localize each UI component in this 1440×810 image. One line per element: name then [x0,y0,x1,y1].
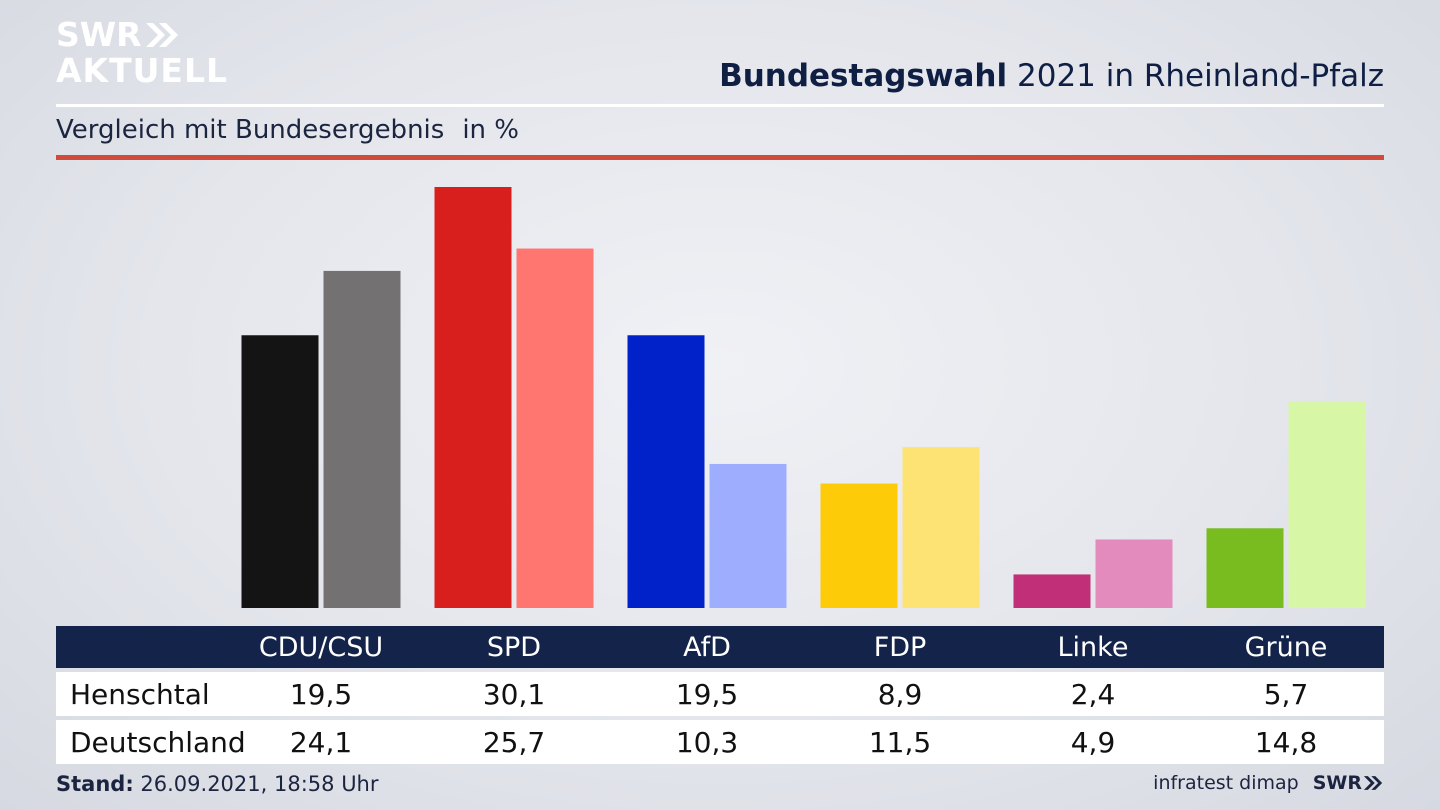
logo-aktuell-text: AKTUELL [56,51,229,90]
bar-fdp-deutschland [902,447,980,608]
source-credit: infratest dimap SWR [1153,772,1384,794]
swr-footer-logo: SWR [1313,772,1384,794]
double-chevron-icon [1363,776,1383,790]
bar-linke-henschtal [1013,574,1091,608]
accent-divider [56,155,1384,160]
value-spd-deutschland: 25,7 [482,725,546,759]
value-spd-henschtal: 30,1 [482,677,546,711]
category-label-spd: SPD [486,631,542,663]
double-chevron-icon [145,22,178,47]
unit-label: in % [462,115,519,145]
subtitle-text: Vergleich mit Bundesergebnis [56,115,445,145]
header-divider [56,104,1384,107]
value-cdu-csu-deutschland: 24,1 [289,725,353,759]
value-fdp-henschtal: 8,9 [877,677,923,711]
bar-afd-henschtal [627,335,705,608]
stand-label: Stand: [56,772,134,796]
value-gr-ne-deutschland: 14,8 [1254,725,1318,759]
table-header: CDU/CSU SPD AfD FDP Linke Grüne [56,626,1384,668]
bar-fdp-henschtal [820,483,898,608]
source-text: infratest dimap [1153,772,1299,794]
bar-spd-deutschland [516,248,594,608]
table-row-henschtal: Henschtal 19,5 30,1 19,5 8,9 2,4 5,7 [56,672,1384,716]
value-gr-ne-henschtal: 5,7 [1263,677,1309,711]
table-row-deutschland: Deutschland 24,1 25,7 10,3 11,5 4,9 14,8 [56,720,1384,764]
page-title: Bundestagswahl 2021 in Rheinland-Pfalz [719,58,1384,94]
bar-gr-ne-henschtal [1206,528,1284,608]
title-rest: 2021 in Rheinland-Pfalz [1017,58,1384,94]
stand-value: 26.09.2021, 18:58 Uhr [140,772,379,796]
bar-cdu-csu-henschtal [241,335,319,608]
value-cdu-csu-henschtal: 19,5 [289,677,353,711]
row-label-deutschland: Deutschland [70,725,246,759]
bar-gr-ne-deutschland [1288,400,1366,608]
bar-linke-deutschland [1095,539,1173,608]
row-label-henschtal: Henschtal [70,677,210,711]
category-label-linke: Linke [1057,631,1129,663]
timestamp: Stand: 26.09.2021, 18:58 Uhr [56,772,379,796]
footer-brand-text: SWR [1312,772,1362,794]
category-label-gr-ne: Grüne [1244,631,1328,663]
value-linke-henschtal: 2,4 [1070,677,1116,711]
subtitle: Vergleich mit Bundesergebnis in % [56,115,519,145]
category-label-fdp: FDP [873,631,927,663]
swr-aktuell-logo: SWR AKTUELL [56,18,228,87]
logo-swr-text: SWR [56,15,142,54]
category-label-cdu-csu: CDU/CSU [258,631,384,663]
bar-spd-henschtal [434,187,512,608]
bar-cdu-csu-deutschland [323,270,401,608]
category-label-afd: AfD [683,631,731,663]
value-linke-deutschland: 4,9 [1070,725,1116,759]
title-bold: Bundestagswahl [719,58,1008,94]
value-fdp-deutschland: 11,5 [868,725,932,759]
results-table: CDU/CSU SPD AfD FDP Linke Grüne Henschtal 19,… [56,626,1384,764]
bar-afd-deutschland [709,463,787,608]
value-afd-henschtal: 19,5 [675,677,739,711]
value-afd-deutschland: 10,3 [675,725,739,759]
